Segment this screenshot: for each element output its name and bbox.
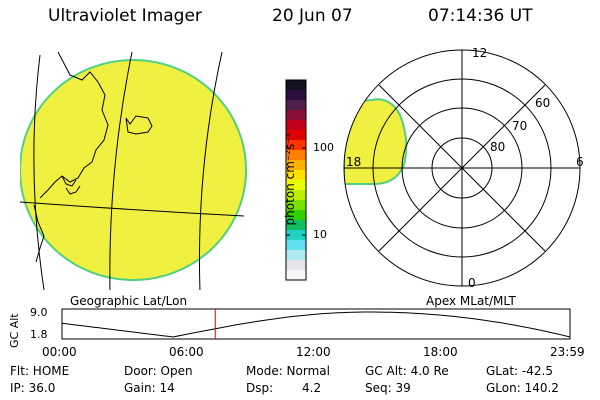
polar-plot: [343, 49, 581, 287]
coastline: [33, 51, 153, 263]
uv-emission-disk: [20, 59, 247, 281]
status-seq: Seq: 39: [365, 381, 411, 395]
altitude-curve: [61, 311, 571, 338]
altitude-ylabel: GC Alt: [8, 313, 21, 348]
colorbar-segment: [286, 180, 306, 191]
xtick-1200: 12:00: [296, 345, 331, 359]
colorbar-segment: [286, 250, 306, 261]
altitude-ytick: 9.0: [30, 306, 48, 319]
status-gain: Gain: 14: [124, 381, 175, 395]
altitude-ytick: 1.8: [30, 328, 48, 341]
geographic-image: [20, 51, 247, 290]
geographic-label: Geographic Lat/Lon: [70, 294, 188, 308]
colorbar-segment: [286, 90, 306, 101]
altitude-plot-frame: [61, 308, 571, 340]
xtick-2359: 23:59: [550, 345, 585, 359]
colorbar: [286, 80, 306, 281]
app-title: Ultraviolet Imager: [48, 6, 202, 26]
xtick-0000: 00:00: [42, 345, 77, 359]
status-dsp-value: 4.2: [302, 381, 322, 395]
colorbar-segment: [286, 100, 306, 111]
colorbar-segment: [286, 190, 306, 201]
mlt-label-12: 12: [472, 46, 488, 60]
mlat-label-60: 60: [535, 96, 551, 110]
colorbar-segment: [286, 150, 306, 161]
colorbar-segment: [286, 200, 306, 211]
status-glat: GLat: -42.5: [486, 364, 553, 378]
xtick-0600: 06:00: [169, 345, 204, 359]
status-gc-alt: GC Alt: 4.0 Re: [365, 364, 449, 378]
colorbar-segment: [286, 140, 306, 151]
mlt-spoke: [378, 84, 546, 252]
status-glon: GLon: 140.2: [486, 381, 559, 395]
status-flt: Flt: HOME: [10, 364, 70, 378]
polar-label: Apex MLat/MLT: [426, 294, 516, 308]
colorbar-tick-100: 100: [313, 141, 334, 154]
colorbar-segment: [286, 120, 306, 131]
xtick-1800: 18:00: [423, 345, 458, 359]
colorbar-segment: [286, 240, 306, 251]
mlat-label-70: 70: [512, 119, 528, 133]
grid-line: [20, 51, 245, 290]
colorbar-frame: [285, 79, 307, 281]
colorbar-segment: [286, 170, 306, 181]
status-door: Door: Open: [124, 364, 193, 378]
mlt-label-18: 18: [346, 155, 362, 169]
colorbar-segment: [286, 160, 306, 171]
colorbar-segment: [286, 80, 306, 91]
colorbar-segment: [286, 270, 306, 281]
colorbar-tick-10: 10: [313, 228, 327, 241]
date-readout: 20 Jun 07: [272, 6, 353, 26]
colorbar-segment: [286, 230, 306, 241]
colorbar-segment: [286, 130, 306, 141]
colorbar-segment: [286, 210, 306, 221]
status-ip: IP: 36.0: [10, 381, 56, 395]
mlt-label-0: 0: [468, 276, 476, 290]
colorbar-segment: [286, 260, 306, 271]
colorbar-segment: [286, 220, 306, 231]
mlt-label-6: 6: [576, 155, 584, 169]
mlat-label-80: 80: [490, 140, 506, 154]
colorbar-segment: [286, 110, 306, 121]
status-mode: Mode: Normal: [246, 364, 330, 378]
status-dsp-label: Dsp:: [246, 381, 274, 395]
time-readout: 07:14:36 UT: [428, 6, 533, 26]
